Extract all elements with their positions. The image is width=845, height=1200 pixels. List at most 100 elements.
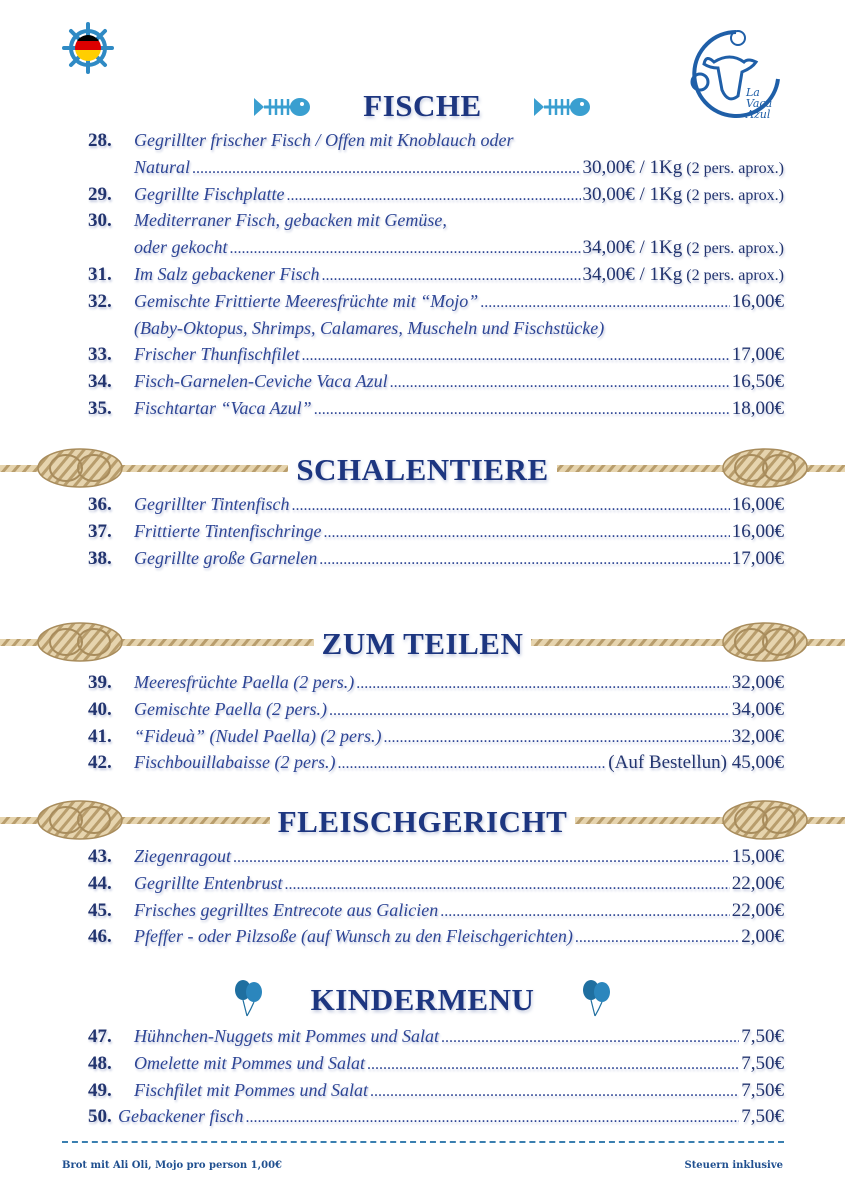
dot-leader (390, 374, 730, 392)
svg-text:Vaca: Vaca (746, 97, 772, 110)
section-title: ZUM TEILEN (0, 626, 845, 662)
item-price: (Auf Bestellun) 45,00€ (608, 752, 784, 774)
item-note: (2 pers. aprox.) (686, 267, 784, 284)
menu-item: 41. “Fideuà” (Nudel Paella) (2 pers.) 32,0… (88, 726, 784, 752)
item-price: 22,00€ (731, 899, 784, 921)
item-name: Fischtartar “Vaca Azul” (134, 398, 312, 418)
item-name: Pfeffer - oder Pilzsoße (auf Wunsch zu d… (134, 926, 573, 947)
menu-item-continuation: oder gekocht 34,00€ / 1Kg(2 pers. aprox.) (88, 237, 784, 263)
item-number: 49. (88, 1079, 112, 1101)
item-price: 16,00€ (731, 520, 784, 542)
item-name: Mediterraner Fisch, gebacken mit Gemüse, (134, 210, 447, 231)
item-number: 31. (88, 264, 112, 285)
item-name: Gemischte Paella (2 pers.) (134, 698, 327, 719)
svg-text:Azul: Azul (745, 108, 771, 121)
item-name: Gegrillter frischer Fisch / Offen mit Kn… (134, 130, 514, 150)
item-price: 32,00€ (731, 725, 784, 747)
dot-leader (440, 903, 729, 921)
item-number: 39. (88, 672, 112, 693)
section-title-text: FISCHE (355, 88, 490, 123)
german-flag-ship-wheel-icon[interactable] (62, 22, 114, 74)
item-name: Hühnchen-Nuggets mit Pommes und Salat (134, 1026, 439, 1046)
dot-leader (575, 929, 739, 947)
section-title-text: KINDERMENU (302, 982, 543, 1017)
item-number: 40. (88, 698, 112, 720)
item-name: Ziegenragout (134, 846, 231, 866)
item-price: 2,00€ (741, 926, 784, 948)
dot-leader (319, 551, 729, 569)
menu-item: 36. Gegrillter Tintenfisch 16,00€ (88, 494, 784, 520)
footer-bread-note: Brot mit Ali Oli, Mojo pro person 1,00€ (62, 1160, 282, 1171)
item-number: 28. (88, 130, 112, 151)
item-price: 17,00€ (731, 547, 784, 569)
dot-leader (233, 849, 730, 867)
balloons-icon (232, 978, 266, 1023)
item-name: Meeresfrüchte Paella (2 pers.) (134, 672, 355, 692)
item-name: (Baby-Oktopus, Shrimps, Calamares, Musch… (134, 317, 605, 338)
balloons-icon (580, 978, 614, 1023)
item-price: 15,00€ (731, 846, 784, 867)
item-number: 45. (88, 899, 112, 921)
item-name: Im Salz gebackener Fisch (134, 264, 320, 284)
item-name: Fisch-Garnelen-Ceviche Vaca Azul (134, 371, 388, 392)
item-name: Fischfilet mit Pommes und Salat (134, 1079, 368, 1100)
menu-item: 30. Mediterraner Fisch, gebacken mit Gemü… (88, 210, 784, 236)
item-name: Fischbouillabaisse (2 pers.) (134, 752, 336, 773)
menu-item: 28. Gegrillter frischer Fisch / Offen mit… (88, 130, 784, 156)
item-number: 42. (88, 752, 112, 774)
section-title: KINDERMENU (0, 982, 845, 1018)
item-price: 16,00€ (731, 494, 784, 515)
item-number: 48. (88, 1052, 112, 1074)
menu-item-continuation: (Baby-Oktopus, Shrimps, Calamares, Musch… (88, 318, 784, 344)
menu-item: 40. Gemischte Paella (2 pers.) 34,00€ (88, 699, 784, 725)
item-number: 47. (88, 1026, 112, 1047)
la-vaca-azul-logo: La Vaca Azul (686, 24, 786, 124)
item-note: (2 pers. aprox.) (686, 159, 784, 177)
item-price: 30,00€ / 1Kg (582, 183, 683, 205)
item-price: 16,00€ (731, 290, 784, 312)
item-price: 18,00€ (731, 398, 784, 419)
item-price: 34,00€ / 1Kg (582, 264, 683, 285)
menu-item: 47. Hühnchen-Nuggets mit Pommes und Salat… (88, 1026, 784, 1052)
fish-bone-icon (250, 94, 312, 125)
item-number: 32. (88, 290, 112, 312)
menu-item: 46. Pfeffer - oder Pilzsoße (auf Wunsch z… (88, 926, 784, 952)
section-title-text: ZUM TEILEN (313, 626, 532, 661)
menu-item: 50. Gebackener fisch 7,50€ (88, 1106, 784, 1132)
menu-item: 45. Frisches gegrilltes Entrecote aus Gal… (88, 900, 784, 926)
dot-leader (480, 294, 729, 312)
item-number: 37. (88, 520, 112, 542)
item-price: 34,00€ (731, 698, 784, 720)
item-number: 46. (88, 926, 112, 948)
item-name: Gegrillte große Garnelen (134, 547, 318, 568)
section-title: FLEISCHGERICHT (0, 804, 845, 840)
item-name: Gegrillter Tintenfisch (134, 494, 290, 514)
item-price: 16,50€ (731, 371, 784, 393)
item-name: Frittierte Tintenfischringe (134, 520, 322, 541)
item-number: 34. (88, 371, 112, 393)
menu-item: 35. Fischtartar “Vaca Azul” 18,00€ (88, 398, 784, 424)
item-name: Frischer Thunfischfilet (134, 344, 300, 365)
item-price: 7,50€ (741, 1079, 784, 1101)
dot-leader (441, 1029, 739, 1047)
menu-item: 42. Fischbouillabaisse (2 pers.) (Auf Best… (88, 752, 784, 778)
menu-item: 33. Frischer Thunfischfilet 17,00€ (88, 344, 784, 370)
item-name: Natural (134, 156, 191, 177)
svg-text:La: La (745, 86, 760, 99)
item-price: 7,50€ (741, 1052, 784, 1074)
menu-item-continuation: Natural 30,00€ / 1Kg(2 pers. aprox.) (88, 157, 784, 183)
item-note: (2 pers. aprox.) (686, 240, 784, 258)
item-name: “Fideuà” (Nudel Paella) (2 pers.) (134, 725, 382, 746)
dot-leader (302, 347, 730, 365)
dot-leader (245, 1109, 739, 1127)
menu-item: 48. Omelette mit Pommes und Salat 7,50€ (88, 1053, 784, 1079)
dot-leader (356, 675, 729, 693)
item-number: 36. (88, 494, 112, 515)
menu-item: 49. Fischfilet mit Pommes und Salat 7,50€ (88, 1080, 784, 1106)
item-price: 17,00€ (731, 344, 784, 366)
item-number: 50. (88, 1106, 112, 1128)
item-name: oder gekocht (134, 237, 228, 258)
section-title-text: FLEISCHGERICHT (269, 804, 576, 839)
dashed-divider (62, 1141, 784, 1143)
dot-leader (367, 1056, 739, 1074)
